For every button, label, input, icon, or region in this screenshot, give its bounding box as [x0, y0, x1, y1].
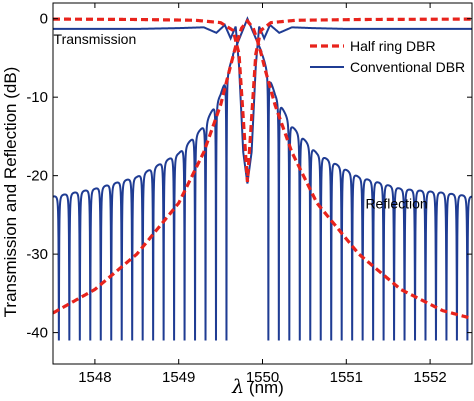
axes: 1548 1549 1550 1551 1552 0 -10 -20 -30 -40	[26, 2, 473, 386]
legend-label: Conventional DBR	[350, 59, 465, 75]
series-half-ring-dbr-reflection	[53, 18, 472, 321]
y-tick-label: -20	[26, 168, 48, 185]
y-tick-label: -10	[26, 89, 48, 106]
x-tick-label: 1548	[78, 369, 111, 386]
x-axis-label: λ (nm)	[231, 376, 284, 398]
x-tick-label: 1550	[246, 369, 279, 386]
x-axis-unit: (nm)	[249, 378, 284, 397]
series-conventional-dbr-transmission	[53, 23, 472, 184]
legend-label: Half ring DBR	[350, 38, 436, 54]
plot-area	[53, 16, 472, 341]
legend-item: Conventional DBR	[310, 59, 465, 75]
y-tick-label: -40	[26, 325, 48, 342]
series-half-ring-dbr-transmission	[53, 17, 472, 183]
annotation-reflection: Reflection	[365, 196, 427, 212]
legend-item: Half ring DBR	[310, 38, 436, 54]
x-tick-label: 1552	[413, 369, 446, 386]
x-tick-label: 1551	[330, 369, 363, 386]
x-tick-label: 1549	[162, 369, 195, 386]
annotation-transmission: Transmission	[54, 31, 137, 47]
legend: Half ring DBR Conventional DBR	[310, 38, 465, 75]
y-tick-label: 0	[40, 11, 48, 28]
plot-lines	[53, 16, 472, 341]
y-tick-label: -30	[26, 246, 48, 263]
x-axis-symbol: λ	[231, 376, 244, 398]
y-axis-label: Transmission and Reflection (dB)	[1, 67, 20, 318]
